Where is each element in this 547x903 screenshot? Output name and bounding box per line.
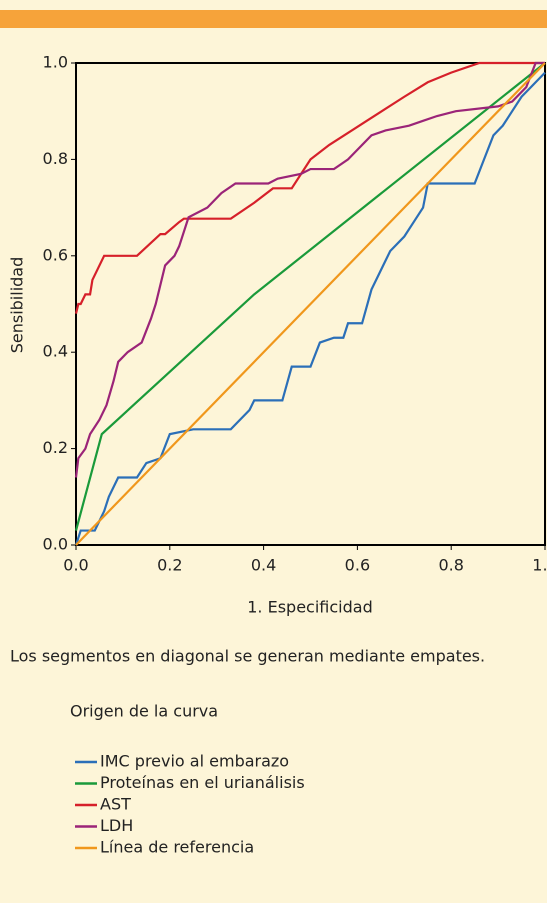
y-tick-label: 0.8 — [43, 149, 68, 168]
roc-curve — [75, 62, 546, 546]
legend-label: AST — [100, 795, 131, 814]
y-tick-label: 0.0 — [43, 535, 68, 554]
x-tick-label: 0.2 — [157, 556, 182, 575]
y-tick-label: 0.4 — [43, 342, 68, 361]
x-tick-label: 0.0 — [63, 556, 88, 575]
roc-curve — [74, 61, 545, 478]
x-tick-label: 0.4 — [251, 556, 276, 575]
y-axis-title: Sensibilidad — [8, 257, 27, 354]
roc-curve — [74, 62, 546, 531]
legend-label: LDH — [100, 816, 133, 835]
roc-curve — [74, 71, 546, 546]
y-tick-label: 0.6 — [43, 245, 68, 264]
header-bar — [0, 10, 547, 28]
plot-frame — [75, 62, 546, 546]
x-tick-label: 0.8 — [438, 556, 463, 575]
x-tick-label: 0.6 — [345, 556, 370, 575]
y-tick-label: 0.2 — [43, 438, 68, 457]
legend-label: IMC previo al embarazo — [100, 752, 289, 771]
legend-title: Origen de la curva — [70, 702, 218, 721]
roc-curve — [74, 61, 545, 314]
y-tick-label: 1.0 — [43, 53, 68, 72]
note: Los segmentos en diagonal se generan med… — [10, 647, 485, 666]
legend-label: Línea de referencia — [100, 838, 254, 857]
x-tick-label: 1.0 — [532, 556, 547, 575]
legend-label: Proteínas en el urianálisis — [100, 773, 305, 792]
x-axis-title: 1. Especificidad — [247, 598, 372, 617]
